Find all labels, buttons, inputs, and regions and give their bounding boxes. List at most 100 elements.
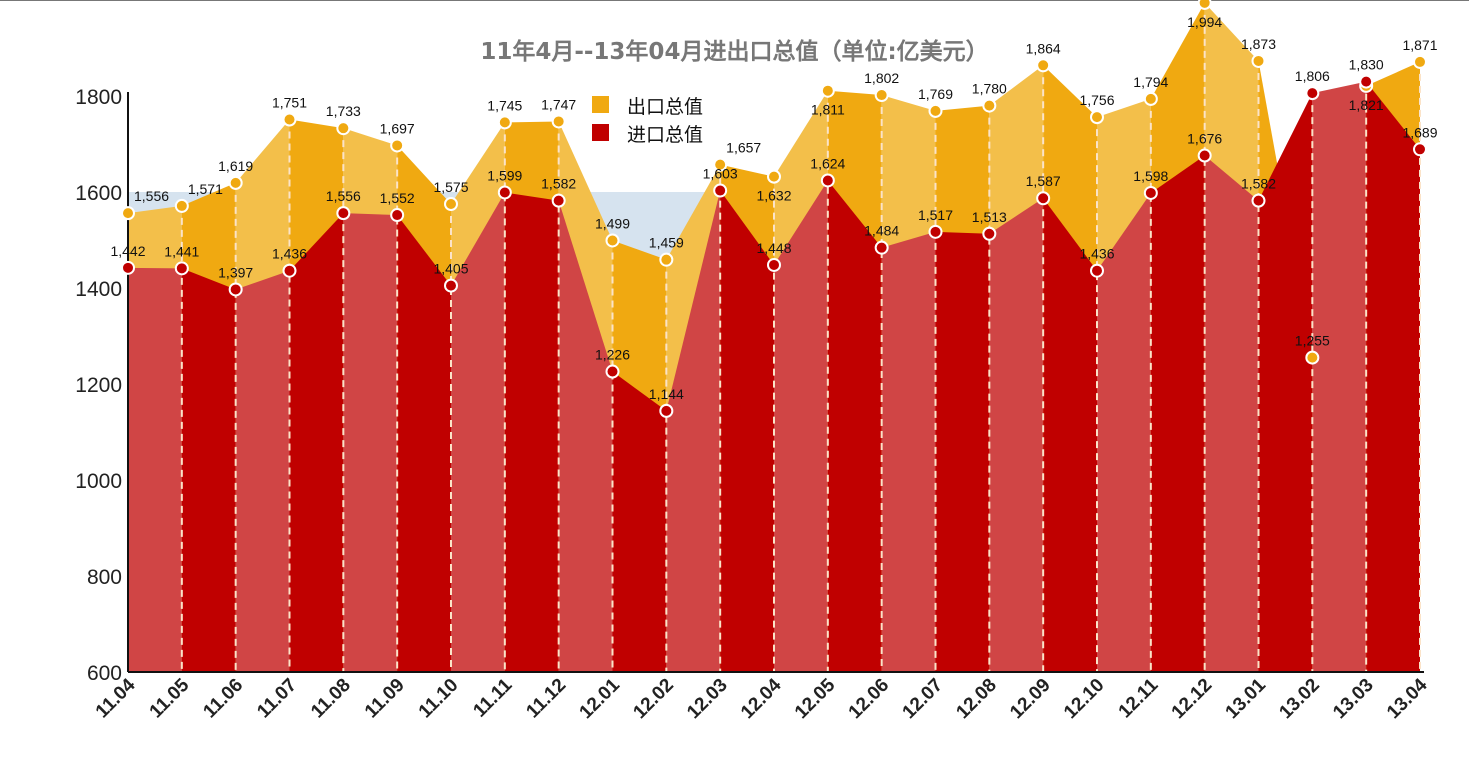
x-tick-label: 12.08 bbox=[952, 675, 1000, 723]
import-point bbox=[982, 226, 997, 241]
y-tick-label: 1400 bbox=[75, 278, 122, 301]
x-tick-label: 12.11 bbox=[1115, 674, 1163, 722]
legend-label-export: 出口总值 bbox=[627, 96, 703, 118]
import-area-segment bbox=[666, 190, 721, 672]
export-data-label: 1,769 bbox=[918, 86, 953, 102]
export-data-label: 1,802 bbox=[864, 70, 899, 86]
x-tick-label: 12.02 bbox=[629, 675, 677, 723]
import-area-segment bbox=[1097, 192, 1151, 672]
import-data-label: 1,436 bbox=[1079, 246, 1114, 262]
import-area-segment bbox=[451, 192, 505, 673]
import-area-segment bbox=[558, 200, 613, 672]
export-data-label: 1,873 bbox=[1241, 36, 1276, 52]
import-area-segment bbox=[612, 371, 667, 672]
import-point bbox=[1305, 86, 1320, 101]
import-data-label: 1,830 bbox=[1349, 57, 1384, 73]
export-data-label: 1,657 bbox=[726, 140, 761, 156]
import-data-label: 1,598 bbox=[1133, 168, 1168, 184]
export-data-label: 1,632 bbox=[756, 188, 791, 204]
y-tick-label: 1600 bbox=[75, 182, 122, 205]
x-tick-label: 13.01 bbox=[1222, 674, 1271, 723]
export-point bbox=[336, 121, 351, 136]
export-point bbox=[1143, 91, 1158, 106]
import-point bbox=[551, 193, 566, 208]
export-point bbox=[551, 114, 566, 129]
export-data-label: 1,821 bbox=[1349, 97, 1384, 113]
top-border bbox=[0, 0, 1469, 1]
export-point bbox=[1413, 54, 1427, 69]
import-data-label: 1,397 bbox=[218, 264, 253, 280]
chart-title: 11年4月--13年04月进出口总值（单位:亿美元） bbox=[480, 39, 989, 65]
export-point bbox=[659, 252, 674, 267]
import-point bbox=[1090, 263, 1104, 278]
export-point bbox=[390, 138, 405, 153]
import-point bbox=[605, 364, 620, 379]
import-area-segment bbox=[343, 213, 398, 672]
x-tick-label: 12.03 bbox=[683, 675, 731, 723]
import-point bbox=[390, 208, 405, 223]
import-area-segment bbox=[935, 231, 990, 672]
x-tick-label: 13.04 bbox=[1383, 674, 1432, 723]
export-point bbox=[282, 112, 297, 127]
import-area-segment bbox=[128, 267, 182, 672]
legend-swatch-export bbox=[592, 96, 609, 113]
import-data-label: 1,441 bbox=[164, 243, 199, 259]
import-point bbox=[121, 260, 135, 275]
import-point bbox=[1251, 193, 1266, 208]
import-area-segment bbox=[881, 231, 936, 672]
import-data-label: 1,689 bbox=[1402, 124, 1437, 140]
export-point bbox=[820, 83, 835, 98]
export-data-label: 1,780 bbox=[972, 81, 1007, 97]
export-point bbox=[1090, 110, 1104, 125]
import-area-segment bbox=[1312, 81, 1367, 673]
import-data-label: 1,448 bbox=[756, 240, 791, 256]
export-data-label: 1,871 bbox=[1402, 37, 1437, 53]
import-data-label: 1,436 bbox=[272, 246, 307, 262]
export-point bbox=[1036, 58, 1051, 73]
import-point bbox=[497, 185, 512, 200]
import-area-segment bbox=[720, 190, 774, 672]
y-tick-label: 600 bbox=[87, 662, 122, 685]
import-data-label: 1,582 bbox=[1241, 176, 1276, 192]
y-tick-label: 1200 bbox=[75, 374, 122, 397]
export-point bbox=[228, 175, 243, 190]
import-area-segment bbox=[235, 270, 290, 672]
x-tick-label: 13.02 bbox=[1275, 675, 1323, 723]
import-area-segment bbox=[774, 180, 828, 673]
x-tick-label: 11.06 bbox=[199, 675, 247, 723]
x-tick-label: 12.04 bbox=[737, 674, 786, 723]
import-data-label: 1,603 bbox=[703, 166, 738, 182]
x-tick-label: 12.12 bbox=[1168, 675, 1216, 723]
import-data-label: 1,587 bbox=[1026, 173, 1061, 189]
x-tick-label: 12.10 bbox=[1060, 675, 1108, 723]
export-point bbox=[767, 169, 781, 184]
import-point bbox=[1143, 185, 1158, 200]
legend-swatch-import bbox=[592, 124, 609, 141]
export-data-label: 1,747 bbox=[541, 96, 576, 112]
export-data-label: 1,575 bbox=[433, 179, 468, 195]
import-data-label: 1,582 bbox=[541, 176, 576, 192]
x-tick-label: 12.07 bbox=[899, 675, 947, 723]
x-tick-label: 11.07 bbox=[253, 675, 301, 723]
x-tick-label: 12.05 bbox=[791, 674, 840, 723]
import-area-segment bbox=[181, 268, 236, 672]
x-tick-label: 11.11 bbox=[469, 674, 516, 721]
export-point bbox=[444, 197, 458, 211]
export-data-label: 1,733 bbox=[326, 103, 361, 119]
import-area-segment bbox=[1258, 93, 1313, 673]
export-data-label: 1,459 bbox=[649, 235, 684, 251]
x-tick-label: 11.10 bbox=[415, 675, 463, 723]
import-point bbox=[1359, 74, 1374, 89]
import-data-label: 1,599 bbox=[487, 167, 522, 183]
x-tick-label: 13.03 bbox=[1329, 675, 1377, 723]
x-tick-label: 12.06 bbox=[845, 675, 893, 723]
import-point bbox=[874, 240, 889, 255]
legend-label-import: 进口总值 bbox=[627, 124, 703, 146]
import-area-segment bbox=[1150, 155, 1205, 672]
export-data-label: 1,811 bbox=[811, 102, 845, 118]
import-area-segment bbox=[1204, 155, 1259, 672]
export-data-label: 1,756 bbox=[1079, 92, 1114, 108]
export-point bbox=[1251, 53, 1266, 68]
export-data-label: 1,556 bbox=[134, 188, 169, 204]
